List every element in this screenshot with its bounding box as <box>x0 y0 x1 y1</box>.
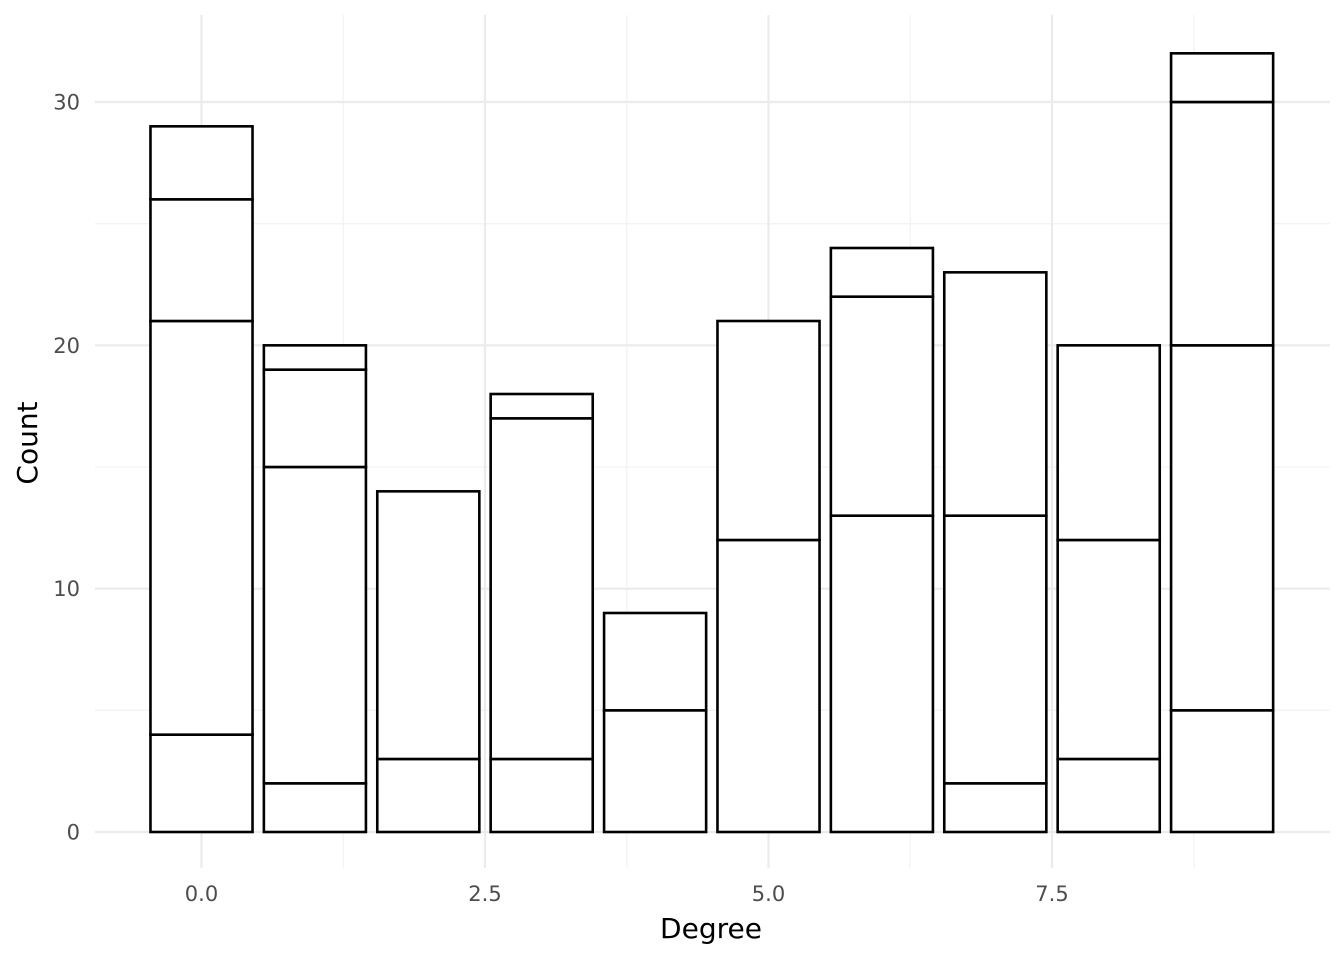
y-axis-ticks: 0 10 20 30 <box>53 91 80 845</box>
bar-segment <box>942 782 1048 834</box>
bar-segment <box>149 198 254 323</box>
x-axis-title: Degree <box>660 912 762 945</box>
bar-stack <box>602 611 708 834</box>
bar-stack <box>1056 344 1162 834</box>
x-tick-label: 2.5 <box>468 882 501 906</box>
bar-segment <box>829 514 935 834</box>
y-tick-label: 20 <box>53 334 80 358</box>
bar-segment <box>1169 52 1275 104</box>
bar-segment <box>489 757 595 834</box>
bar-segment <box>829 246 935 298</box>
bar-segment <box>1056 757 1162 834</box>
bar-stack <box>716 319 821 834</box>
bar-segment <box>1056 344 1162 542</box>
x-axis-ticks: 0.0 2.5 5.0 7.5 <box>185 882 1069 906</box>
bar-segment <box>1169 709 1275 834</box>
bar-segment <box>602 709 708 834</box>
bar-segment <box>716 538 821 834</box>
bar-segment <box>262 782 368 834</box>
bar-segment <box>489 417 595 761</box>
bar-segment <box>262 465 368 785</box>
bars <box>149 52 1275 834</box>
bar-segment <box>602 611 708 712</box>
bar-segment <box>829 295 935 517</box>
bar-segment <box>375 757 481 834</box>
x-tick-label: 5.0 <box>752 882 785 906</box>
bar-segment <box>942 514 1048 785</box>
bar-segment <box>149 733 254 834</box>
bar-segment <box>149 319 254 736</box>
bar-stack <box>942 271 1048 834</box>
x-tick-label: 7.5 <box>1035 882 1068 906</box>
y-axis-title: Count <box>11 401 44 484</box>
bar-stack <box>1169 52 1275 834</box>
bar-segment <box>942 271 1048 517</box>
y-tick-label: 30 <box>53 91 80 115</box>
y-tick-label: 10 <box>53 577 80 601</box>
bar-segment <box>149 125 254 201</box>
bar-segment <box>716 319 821 542</box>
bar-segment <box>375 490 481 761</box>
bar-stack <box>149 125 254 834</box>
bar-segment <box>262 368 368 469</box>
bar-stack <box>829 246 935 834</box>
bar-segment <box>1056 538 1162 761</box>
bar-stack <box>489 392 595 834</box>
bar-segment <box>1169 344 1275 712</box>
bar-segment <box>489 392 595 420</box>
bar-stack <box>262 344 368 834</box>
x-tick-label: 0.0 <box>185 882 218 906</box>
y-tick-label: 0 <box>67 821 80 845</box>
bar-segment <box>1169 100 1275 347</box>
bar-stack <box>375 490 481 834</box>
bar-segment <box>262 344 368 371</box>
